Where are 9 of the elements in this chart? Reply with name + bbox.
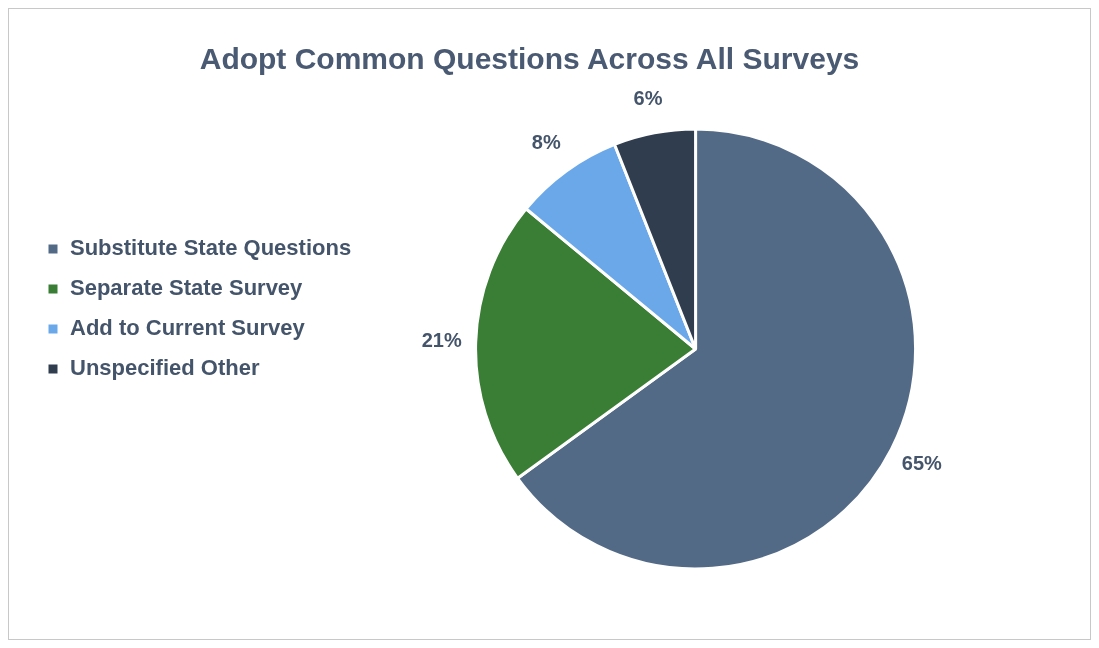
legend-label: Unspecified Other <box>70 355 260 381</box>
data-label: 8% <box>531 131 561 154</box>
chart-title: Adopt Common Questions Across All Surveys <box>199 42 860 76</box>
data-label: 21% <box>421 328 462 351</box>
legend-label: Add to Current Survey <box>70 315 306 341</box>
legend-label: Substitute State Questions <box>70 235 352 261</box>
data-label: 6% <box>633 87 663 110</box>
legend-label: Separate State Survey <box>70 275 304 301</box>
data-label: 65% <box>901 451 943 474</box>
